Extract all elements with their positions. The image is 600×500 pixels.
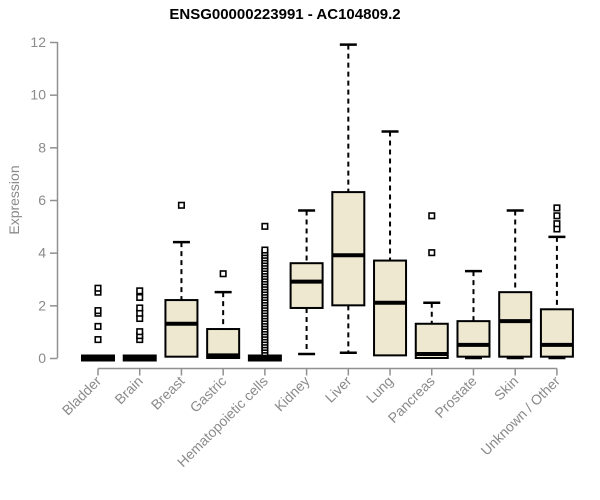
collapsed-box-brain [122,354,157,362]
outlier-point-brain [136,287,144,295]
box-liver [331,191,366,307]
box-lung [373,259,408,357]
y-axis-label: Expression [6,165,22,235]
outlier-point-brain [136,304,144,312]
outlier-point-brain [136,328,144,336]
y-tick-label: 6 [38,192,46,208]
x-tick-label-skin: Skin [491,373,522,404]
outlier-point-gastric [219,270,227,278]
outlier-point-bladder [94,307,102,315]
outlier-point-bladder [94,336,102,344]
outlier-point-breast [177,201,185,209]
box-prostate [456,320,491,358]
box-breast [164,299,199,358]
x-tick-label-kidney: Kidney [271,373,313,415]
outlier-point-unknown-other [553,220,561,228]
box-kidney [289,262,324,309]
box-gastric [206,328,241,359]
outlier-point-bladder [94,322,102,330]
y-tick-label: 12 [30,34,46,50]
outlier-point-brain [136,293,144,301]
outlier-point-unknown-other [553,204,561,212]
outlier-point-unknown-other [553,212,561,220]
y-tick-label: 8 [38,139,46,155]
x-tick-label-prostate: Prostate [431,373,479,421]
outlier-point-pancreas [428,249,436,257]
chart-title: ENSG00000223991 - AC104809.2 [169,6,401,23]
x-tick-label-brain: Brain [111,373,145,407]
y-tick-label: 0 [38,350,46,366]
collapsed-box-hematopoietic-cells [247,354,282,362]
x-tick-label-bladder: Bladder [59,373,105,419]
collapsed-box-bladder [81,354,115,362]
x-tick-label-lung: Lung [363,373,396,406]
x-tick-label-liver: Liver [322,373,355,406]
x-tick-label-unknown-other: Unknown / Other [477,373,563,459]
box-skin [498,291,533,358]
box-unknown-other [539,308,574,358]
outlier-point-hematopoietic-cells [261,246,269,254]
outlier-point-bladder [94,284,102,292]
outlier-point-hematopoietic-cells [261,222,269,230]
y-tick-label: 4 [38,245,46,261]
y-tick-label: 2 [38,297,46,313]
y-tick-label: 10 [30,87,46,103]
outlier-point-pancreas [428,212,436,220]
x-tick-label-breast: Breast [148,373,188,413]
